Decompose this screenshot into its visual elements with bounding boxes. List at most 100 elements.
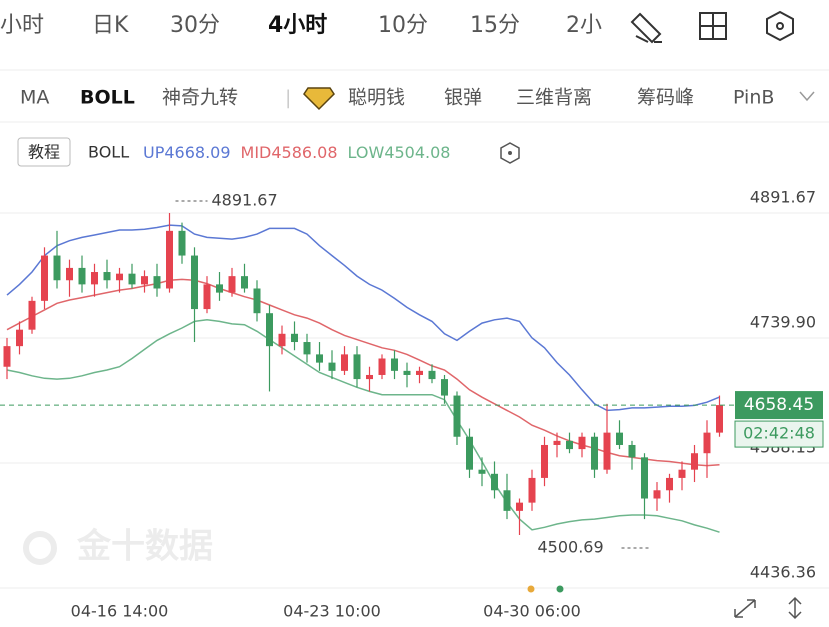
legend-name: LOW [348, 143, 385, 162]
candle-body [553, 440, 561, 445]
min-label: 4500.69 [538, 538, 604, 557]
candle-body [453, 395, 461, 437]
candle-body [503, 490, 511, 511]
fullscreen-icon[interactable] [734, 599, 756, 618]
watermark-logo [23, 531, 57, 565]
candle-body [491, 473, 498, 491]
timeframe-tab[interactable]: 30分 [170, 13, 220, 38]
candle-body [53, 255, 61, 281]
more-chevron[interactable] [799, 91, 815, 102]
indicator-tab[interactable]: 聪明钱 [348, 87, 405, 109]
tutorial-label[interactable]: 教程 [28, 143, 60, 162]
indicator-tab[interactable]: MA [20, 87, 49, 109]
draw-icon[interactable] [630, 12, 662, 44]
legend-name: UP [143, 143, 165, 162]
candle-body [378, 358, 386, 375]
candle-body [703, 432, 711, 454]
timeframe-tab[interactable]: 2小 [566, 13, 602, 38]
candle-body [328, 362, 336, 371]
indicator-tab[interactable]: 银弹 [444, 87, 482, 109]
candle-body [3, 346, 11, 367]
candle-body [141, 276, 148, 285]
indicator-tab[interactable]: BOLL [80, 87, 135, 109]
legend-value: 4668.09 [164, 143, 230, 162]
boll-line [6, 224, 720, 412]
legend-settings-dot [508, 151, 512, 155]
timeframe-tab[interactable]: 10分 [378, 13, 428, 38]
candle-body [116, 273, 123, 281]
countdown-box [734, 420, 824, 448]
timeframe-tab[interactable]: 小时 [0, 13, 44, 38]
candle-body [416, 370, 423, 375]
candle-body [253, 288, 261, 314]
candle-body [291, 333, 298, 343]
x-tick-label: 04-16 14:00 [71, 602, 169, 621]
legend-value: 4504.08 [384, 143, 450, 162]
timeframe-tab[interactable]: 15分 [470, 13, 520, 38]
candle-body [41, 255, 48, 301]
candle-body [128, 273, 136, 285]
legend-name: MID [241, 143, 272, 162]
candle-body [541, 444, 548, 478]
boll-line [6, 319, 720, 533]
candle-body [153, 276, 161, 289]
candle-body [278, 333, 286, 347]
y-tick-label: 4436.36 [750, 562, 816, 581]
candle-body [303, 342, 311, 355]
candle-body [391, 358, 398, 371]
timeframe-tab[interactable]: 4小时 [268, 13, 327, 38]
timeframe-tab[interactable]: 日K [92, 13, 129, 38]
candle-body [641, 457, 648, 499]
candle-body [516, 502, 523, 511]
indicator-tab[interactable]: PinB [733, 87, 774, 109]
candle-body [203, 284, 211, 310]
scale-icon[interactable] [788, 596, 802, 620]
candle-body [403, 370, 411, 375]
watermark: 金十数据 [76, 527, 213, 567]
separator: | [285, 87, 291, 109]
candle-body [103, 272, 111, 281]
indicator-tab[interactable]: 三维背离 [516, 87, 592, 109]
tutorial-button[interactable] [17, 137, 71, 167]
candle-body [678, 469, 686, 478]
price-box [735, 391, 823, 420]
candle-body [666, 477, 673, 491]
candle-body [78, 267, 86, 285]
boll-line [6, 278, 720, 467]
candle-body [216, 284, 223, 293]
candle-body [228, 276, 236, 293]
candle-body [91, 272, 98, 285]
candle-body [178, 230, 186, 256]
candle-body [66, 267, 73, 281]
candle-body [628, 444, 636, 458]
indicator-tab[interactable]: 筹码峰 [637, 87, 694, 109]
x-tick-label: 04-30 06:00 [483, 602, 581, 621]
candle-body [316, 354, 323, 363]
indicator-tab[interactable]: 神奇九转 [162, 87, 238, 109]
legend-value: 4586.08 [271, 143, 337, 162]
candle-body [428, 370, 436, 380]
candle-body [591, 436, 598, 470]
layout-icon-lines [700, 13, 726, 39]
settings-icon[interactable] [766, 10, 794, 42]
timeframe-bar: 小时 日K 30分 4小时 10分 15分 2小 [0, 13, 602, 38]
legend-settings[interactable] [500, 142, 520, 164]
candle-body [716, 405, 723, 433]
max-label: 4891.67 [212, 190, 278, 209]
candle-body [466, 436, 473, 470]
candle-body [191, 255, 198, 310]
countdown-label: 02:42:48 [743, 424, 815, 443]
candle-body [28, 300, 36, 330]
marker-dot [527, 585, 535, 593]
candle-body [603, 432, 611, 470]
candle-body [353, 354, 361, 380]
smart-money-icon [303, 87, 335, 111]
candle-body [266, 313, 273, 347]
candle-body [341, 354, 348, 371]
candle-body [366, 374, 373, 380]
tool-icons [630, 10, 794, 44]
price-label: 4658.45 [744, 395, 814, 415]
